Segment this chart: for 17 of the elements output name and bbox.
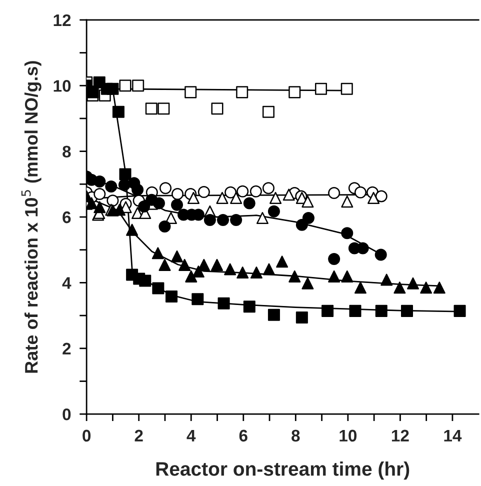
x-tick-label: 12	[392, 430, 409, 442]
y-tick-label: 4	[62, 277, 72, 289]
y-tick-label: 8	[62, 146, 71, 158]
x-tick-label: 2	[134, 430, 143, 442]
x-tick-label: 14	[444, 430, 462, 442]
y-axis-title: Rate of reaction x 10$^{5}$ (mmol NO/g.s)	[21, 61, 42, 373]
y-tick-label: 12	[54, 14, 71, 26]
x-axis-title: Reactor on-stream time (hr)	[156, 462, 410, 480]
y-tick-label: 10	[54, 80, 71, 92]
x-tick-label: 10	[340, 430, 357, 442]
y-tick-label: 0	[62, 408, 71, 420]
x-tick-label: 4	[186, 430, 196, 442]
y-tick-label: 2	[62, 342, 71, 354]
x-tick-label: 6	[239, 430, 248, 442]
x-tick-label: 8	[292, 430, 300, 442]
x-tick-label: 0	[82, 430, 91, 442]
y-tick-label: 6	[62, 211, 71, 224]
